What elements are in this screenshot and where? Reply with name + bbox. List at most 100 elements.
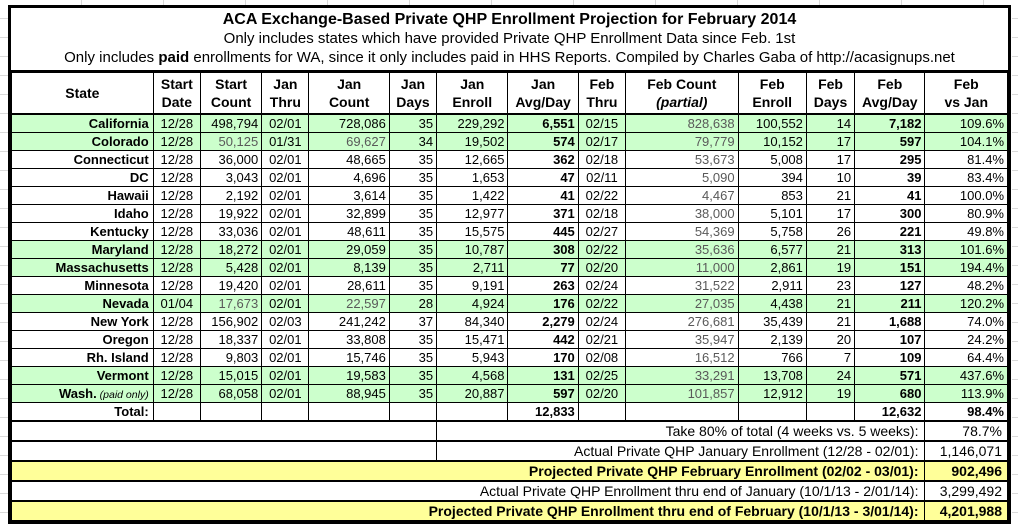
cell-vermont-feb-count: 33,291 [625, 366, 739, 385]
cell-maryland-start-count: 18,272 [199, 240, 263, 259]
cell-total-empty-feb-days [805, 402, 856, 422]
cell-wash-state: Wash. (paid only) [11, 384, 154, 403]
column-header-line2: Enroll [452, 94, 493, 110]
cell-total-jan-avg-day: 12,833 [507, 402, 579, 422]
cell-kentucky-feb-count: 54,369 [625, 222, 739, 241]
cell-vermont-feb-enroll: 13,708 [737, 366, 807, 385]
cell-dc-jan-days: 35 [388, 168, 438, 187]
column-header-line2: Avg/Day [515, 94, 571, 110]
cell-california-feb-vs-jan: 109.6% [924, 113, 1008, 133]
column-header-line1: Feb [953, 76, 979, 92]
cell-oregon-feb-days: 20 [805, 330, 856, 349]
cell-colorado-jan-thru: 01/31 [261, 132, 310, 151]
summary-value-1: 78.7% [924, 420, 1008, 442]
cell-maryland-feb-count: 35,636 [625, 240, 739, 259]
table-body: California 12/28 498,794 02/01 728,086 35 229,… [10, 113, 1008, 521]
cell-hawaii-jan-days: 35 [388, 186, 438, 205]
column-header-start-count: Start Count [199, 72, 263, 115]
cell-california-state: California [11, 113, 154, 133]
cell-maryland-feb-avg-day: 313 [854, 240, 926, 259]
row-new-york: New York 12/28 156,902 02/03 241,242 37 84,340… [11, 312, 1008, 331]
cell-total-feb-avg-day: 12,632 [854, 402, 926, 422]
row-nevada: Nevada 01/04 17,673 02/01 22,597 28 4,924 176 02… [11, 294, 1008, 313]
cell-wash-feb-days: 19 [805, 384, 856, 403]
column-header-line1: Feb [589, 76, 615, 92]
cell-vermont-feb-days: 24 [805, 366, 856, 385]
cell-maryland-jan-days: 35 [388, 240, 438, 259]
cell-california-jan-thru: 02/01 [261, 113, 310, 133]
cell-colorado-feb-enroll: 10,152 [737, 132, 807, 151]
cell-connecticut-jan-thru: 02/01 [261, 150, 310, 169]
cell-vermont-feb-avg-day: 571 [854, 366, 926, 385]
summary-row-5: Projected Private QHP Enrollment thru en… [10, 500, 1008, 521]
cell-connecticut-state: Connecticut [11, 150, 154, 169]
cell-total-empty-feb-count [625, 402, 739, 422]
cell-total-empty-jan-thru [261, 402, 310, 422]
cell-minnesota-feb-thru: 02/24 [577, 276, 627, 295]
cell-dc-feb-vs-jan: 83.4% [924, 168, 1008, 187]
gridline-strip-right [1012, 0, 1018, 524]
cell-new-york-feb-days: 21 [805, 312, 856, 331]
subtitle-2-post: enrollments for WA, since it only includ… [189, 49, 955, 66]
cell-hawaii-jan-enroll: 1,422 [436, 186, 509, 205]
table-title: ACA Exchange-Based Private QHP Enrollmen… [222, 11, 797, 28]
summary-label-4: Actual Private QHP Enrollment thru end o… [10, 480, 926, 502]
cell-idaho-feb-enroll: 5,101 [737, 204, 807, 223]
cell-minnesota-feb-vs-jan: 48.2% [924, 276, 1008, 295]
cell-california-jan-enroll: 229,292 [436, 113, 509, 133]
column-header-jan-enroll: Jan Enroll [436, 72, 509, 115]
column-header-feb-avg-day: Feb Avg/Day [854, 72, 926, 115]
column-header-line2: (partial) [656, 94, 708, 110]
cell-maryland-jan-avg-day: 308 [507, 240, 579, 259]
column-header-line1: Feb [877, 76, 903, 92]
cell-hawaii-feb-avg-day: 41 [854, 186, 926, 205]
column-header-feb-enroll: Feb Enroll [737, 72, 807, 115]
cell-nevada-jan-enroll: 4,924 [436, 294, 509, 313]
cell-wash-jan-enroll: 20,887 [436, 384, 509, 403]
cell-hawaii-feb-vs-jan: 100.0% [924, 186, 1008, 205]
column-header-line2: Days [813, 94, 848, 110]
cell-kentucky-start-count: 33,036 [199, 222, 263, 241]
cell-new-york-feb-count: 276,681 [625, 312, 739, 331]
cell-total-label: Total: [11, 402, 154, 422]
cell-wash-jan-thru: 02/01 [261, 384, 310, 403]
cell-nevada-jan-days: 28 [388, 294, 438, 313]
cell-california-feb-days: 14 [805, 113, 856, 133]
cell-dc-jan-thru: 02/01 [261, 168, 310, 187]
cell-rh-island-feb-thru: 02/08 [577, 348, 627, 367]
cell-massachusetts-feb-thru: 02/20 [577, 258, 627, 277]
column-header-line1: Jan [460, 76, 485, 92]
cell-connecticut-jan-enroll: 12,665 [436, 150, 509, 169]
column-header-feb-count: Feb Count (partial) [625, 72, 739, 115]
cell-nevada-feb-enroll: 4,438 [737, 294, 807, 313]
cell-connecticut-feb-days: 17 [805, 150, 856, 169]
cell-vermont-jan-avg-day: 131 [507, 366, 579, 385]
table-header: State Start Date Start Count Jan Thru Jan Count J… [11, 72, 1008, 115]
cell-rh-island-feb-enroll: 766 [737, 348, 807, 367]
cell-rh-island-state: Rh. Island [11, 348, 154, 367]
cell-massachusetts-start-date: 12/28 [152, 258, 201, 277]
cell-nevada-feb-vs-jan: 120.2% [924, 294, 1008, 313]
cell-hawaii-jan-count: 3,614 [308, 186, 390, 205]
cell-connecticut-feb-avg-day: 295 [854, 150, 926, 169]
cell-hawaii-start-date: 12/28 [152, 186, 201, 205]
cell-rh-island-jan-enroll: 5,943 [436, 348, 509, 367]
cell-colorado-jan-avg-day: 574 [507, 132, 579, 151]
cell-maryland-feb-days: 21 [805, 240, 856, 259]
cell-nevada-feb-thru: 02/22 [577, 294, 627, 313]
cell-massachusetts-jan-thru: 02/01 [261, 258, 310, 277]
cell-maryland-feb-enroll: 6,577 [737, 240, 807, 259]
header-row: State Start Date Start Count Jan Thru Jan Count J… [11, 72, 1008, 115]
cell-colorado-jan-days: 34 [388, 132, 438, 151]
summary-empty-2 [10, 440, 438, 462]
cell-colorado-start-count: 50,125 [199, 132, 263, 151]
cell-minnesota-start-count: 19,420 [199, 276, 263, 295]
cell-minnesota-jan-count: 28,611 [308, 276, 390, 295]
cell-oregon-feb-vs-jan: 24.2% [924, 330, 1008, 349]
cell-oregon-jan-days: 35 [388, 330, 438, 349]
cell-california-feb-thru: 02/15 [577, 113, 627, 133]
cell-hawaii-feb-enroll: 853 [737, 186, 807, 205]
cell-new-york-jan-count: 241,242 [308, 312, 390, 331]
cell-dc-jan-avg-day: 47 [507, 168, 579, 187]
cell-rh-island-jan-days: 35 [388, 348, 438, 367]
